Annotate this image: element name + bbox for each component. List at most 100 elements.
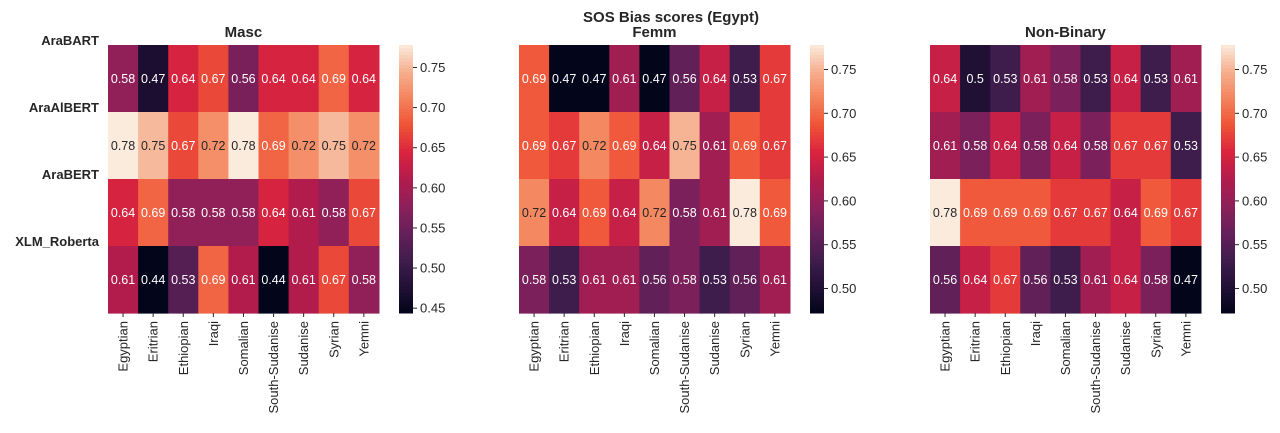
colorbar-segment [810, 48, 824, 53]
cell-value-label: 0.67 [1113, 139, 1137, 153]
heatmap-cell [960, 112, 991, 180]
heatmap-cell [288, 179, 320, 247]
heatmap-cell [729, 179, 761, 247]
colorbar-segment [810, 112, 824, 116]
colorbar-segment [1221, 125, 1235, 130]
heatmap-cell [549, 112, 580, 180]
cell-value-label: 0.78 [111, 139, 135, 153]
colorbar-segment [1221, 269, 1235, 274]
heatmap-cell [519, 45, 550, 113]
cell-value-label: 0.53 [993, 72, 1017, 86]
colorbar-segment [810, 185, 824, 190]
cell-value-label: 0.69 [322, 72, 346, 86]
colorbar-segment [399, 95, 413, 100]
heatmap-cell [549, 179, 580, 247]
colorbar-segment [399, 182, 413, 187]
colorbar-segment [399, 212, 413, 217]
cell-value-label: 0.67 [1174, 206, 1198, 220]
colorbar-segment [810, 219, 824, 224]
cell-value-label: 0.67 [1053, 206, 1077, 220]
cell-value-label: 0.61 [612, 72, 636, 86]
colorbar-segment [810, 105, 824, 110]
cell-value-label: 0.67 [352, 206, 376, 220]
colorbar-segment [399, 215, 413, 220]
colorbar-segment [810, 299, 824, 304]
heatmap-cell [1140, 45, 1172, 113]
colorbar-tick-label: 0.75 [831, 62, 856, 77]
cell-value-label: 0.58 [1053, 72, 1077, 86]
cell-value-label: 0.56 [733, 273, 757, 287]
colorbar-segment [399, 51, 413, 56]
y-tick-label: AraBART [41, 33, 99, 48]
heatmap-cell [519, 112, 550, 180]
cell-value-label: 0.72 [201, 139, 225, 153]
colorbar-segment [810, 235, 824, 240]
colorbar-segment [399, 55, 413, 59]
cell-value-label: 0.58 [201, 206, 225, 220]
colorbar-segment [1221, 101, 1235, 106]
heatmap-cell [1050, 179, 1082, 247]
heatmap-cell [318, 179, 350, 247]
heatmap-cell [168, 246, 199, 314]
cell-value-label: 0.64 [642, 139, 666, 153]
colorbar-segment [1221, 225, 1235, 230]
cell-value-label: 0.67 [552, 139, 576, 153]
x-tick-label: South-Sudanise [266, 321, 281, 414]
heatmap-cell [258, 246, 290, 314]
colorbar-segment [810, 249, 824, 254]
colorbar-segment [810, 309, 824, 314]
colorbar-segment [810, 132, 824, 136]
cell-value-label: 0.64 [612, 206, 636, 220]
colorbar-segment [1221, 85, 1235, 90]
heatmap-cell [1080, 112, 1112, 180]
colorbar-segment [810, 286, 824, 291]
colorbar-segment [810, 232, 824, 237]
x-tick-label: Egyptian [116, 321, 131, 372]
cell-value-label: 0.58 [1144, 273, 1168, 287]
x-tick-label: Egyptian [938, 321, 953, 372]
cell-value-label: 0.64 [963, 273, 987, 287]
heatmap-cell [639, 246, 671, 314]
colorbar-segment [399, 58, 413, 63]
colorbar-segment [810, 269, 824, 274]
colorbar-segment [1221, 152, 1235, 157]
colorbar-segment [399, 302, 413, 307]
colorbar-segment [399, 118, 413, 123]
heatmap-cell [579, 246, 610, 314]
cell-value-label: 0.69 [963, 206, 987, 220]
colorbar-segment [1221, 98, 1235, 103]
colorbar-tick-label: 0.70 [831, 106, 856, 121]
colorbar-segment [1221, 168, 1235, 173]
colorbar-tick-label: 0.65 [1242, 150, 1267, 165]
heatmap-cell [288, 45, 320, 113]
heatmap-cell [549, 45, 580, 113]
colorbar-segment [1221, 142, 1235, 146]
cell-value-label: 0.47 [642, 72, 666, 86]
heatmap-cell [930, 246, 961, 314]
figure-suptitle: SOS Bias scores (Egypt) [583, 9, 759, 26]
colorbar-segment [1221, 48, 1235, 53]
colorbar-segment [1221, 165, 1235, 170]
colorbar-segment [399, 266, 413, 270]
colorbar-segment [1221, 289, 1235, 294]
colorbar-segment [399, 115, 413, 120]
x-tick-label: Iraqi [617, 321, 632, 346]
colorbar-segment [810, 256, 824, 260]
colorbar-segment [1221, 212, 1235, 217]
colorbar-segment [810, 282, 824, 287]
cell-value-label: 0.56 [1023, 273, 1047, 287]
x-tick-label: Iraqi [206, 321, 221, 346]
colorbar-segment [810, 266, 824, 270]
cell-value-label: 0.53 [1144, 72, 1168, 86]
colorbar-segment [810, 81, 824, 86]
x-tick-label: Eritrian [968, 321, 983, 362]
colorbar-segment [1221, 246, 1235, 250]
cell-value-label: 0.56 [672, 72, 696, 86]
colorbar-segment [1221, 128, 1235, 133]
colorbar-segment [810, 95, 824, 100]
panel-title: Non-Binary [1025, 24, 1106, 41]
colorbar-segment [399, 168, 413, 173]
colorbar-segment [1221, 296, 1235, 301]
cell-value-label: 0.64 [1113, 72, 1137, 86]
